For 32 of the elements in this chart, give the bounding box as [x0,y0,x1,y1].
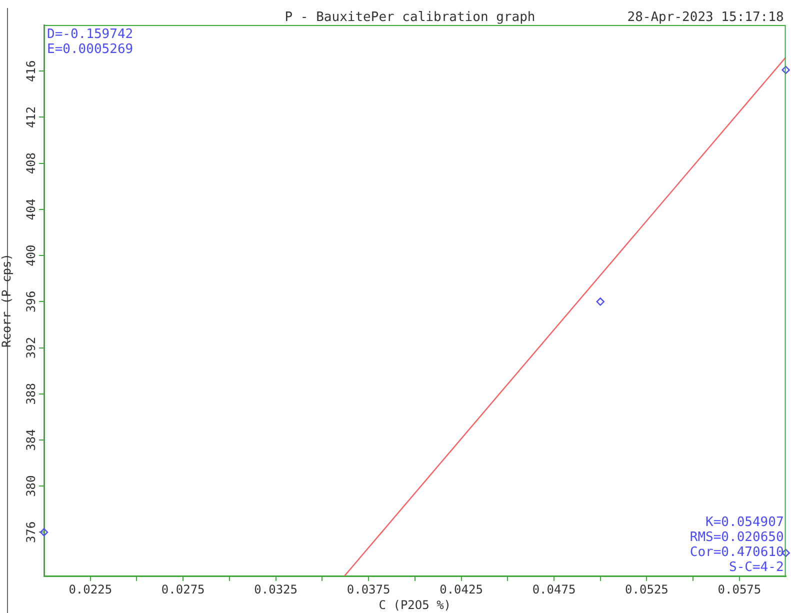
annotation: Cor=0.470610 [690,545,784,560]
x-tick-label: 0.0475 [532,582,576,596]
y-tick-label: 384 [24,429,38,451]
x-tick-label: 0.0375 [346,582,390,596]
y-tick-label: 396 [24,290,38,312]
y-tick-label: 408 [24,152,38,174]
annotation: E=0.0005269 [47,42,134,57]
x-tick-label: 0.0425 [440,582,483,596]
y-tick-label: 404 [24,198,38,220]
x-axis-title: C (P2O5 %) [378,598,452,612]
x-tick-label: 0.0325 [254,582,298,596]
point [596,298,604,306]
y-tick-label: 392 [24,336,38,359]
annotation: RMS=0.020650 [690,530,784,545]
y-tick-label: 388 [24,383,38,405]
x-tick-label: 0.0225 [68,582,112,596]
y-tick-label: 412 [24,106,38,128]
y-tick-label: 376 [24,521,38,544]
x-tick-label: 0.0525 [625,582,668,596]
x-tick-label: 0.0575 [718,582,762,596]
annotation: D=-0.159742 [47,27,134,42]
annotation: S-C=4-2 [729,560,784,575]
chart-title: P - BauxitePer calibration graph [284,10,536,25]
point [782,66,790,74]
y-axis-title: Rcorr (P cps) [0,254,14,348]
x-tick-label: 0.0275 [161,582,205,596]
y-tick-label: 400 [24,244,38,266]
annotation: 28-Apr-2023 15:17:18 [627,10,784,25]
y-tick-label: 380 [24,475,38,497]
annotation: K=0.054907 [706,515,784,530]
y-tick-label: 416 [24,60,38,82]
point [40,528,48,536]
